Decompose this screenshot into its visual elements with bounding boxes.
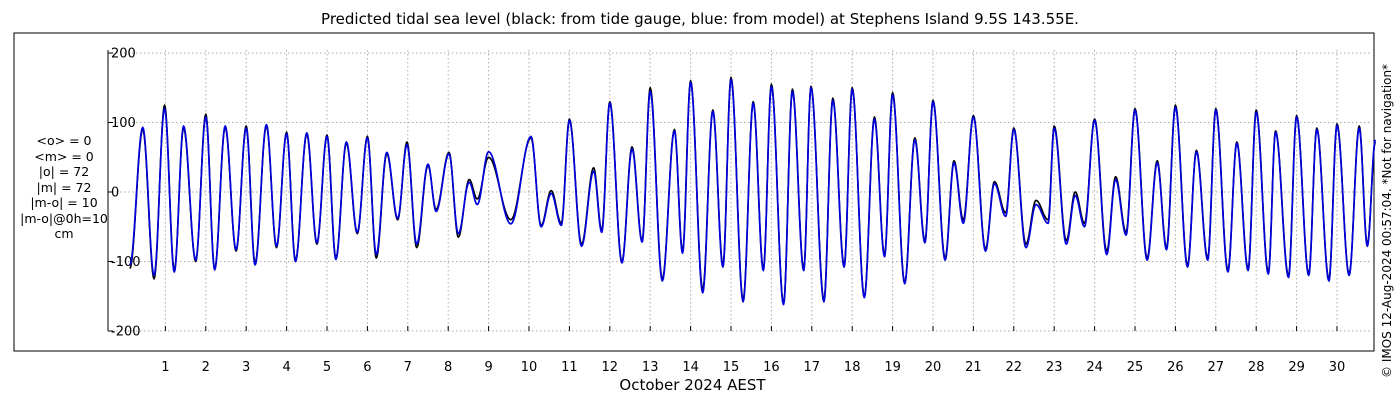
x-tick-label: 8 xyxy=(444,360,452,375)
x-tick-label: 1 xyxy=(161,360,169,375)
y-tick-label: 100 xyxy=(111,116,136,131)
x-tick-label: 10 xyxy=(521,360,538,375)
x-tick-label: 27 xyxy=(1208,360,1225,375)
stat-mean-model: <m> = 0 xyxy=(34,148,94,164)
stat-abs-diff: |m-o| = 10 xyxy=(30,195,98,210)
x-tick-label: 23 xyxy=(1046,360,1063,375)
x-tick-label: 15 xyxy=(723,360,740,375)
y-tick-label: -100 xyxy=(111,255,141,270)
x-tick-label: 7 xyxy=(404,360,412,375)
stat-abs-observed: |o| = 72 xyxy=(38,164,90,179)
x-axis-label: October 2024 AEST xyxy=(619,376,766,394)
x-tick-label: 19 xyxy=(884,360,901,375)
x-tick-label: 3 xyxy=(242,360,250,375)
stat-unit: cm xyxy=(54,226,74,241)
stat-abs-model: |m| = 72 xyxy=(36,179,92,195)
x-tick-label: 12 xyxy=(602,360,619,375)
x-tick-label: 29 xyxy=(1288,360,1305,375)
stats-panel: <o> = 0 <m> = 0 |o| = 72 |m| = 72 |m-o| … xyxy=(14,133,114,242)
x-tick-label: 21 xyxy=(965,360,982,375)
x-tick-label: 13 xyxy=(642,360,659,375)
x-tick-label: 18 xyxy=(844,360,861,375)
x-tick-label: 24 xyxy=(1086,360,1103,375)
x-tick-label: 11 xyxy=(561,360,578,375)
series-line-model xyxy=(129,78,1377,306)
x-tick-label: 2 xyxy=(202,360,210,375)
y-axis: 200 100 0 -100 -200 xyxy=(108,47,141,340)
grid-lines xyxy=(108,50,1370,332)
x-tick-label: 22 xyxy=(1006,360,1023,375)
x-tick-label: 6 xyxy=(363,360,371,375)
y-tick-label: 0 xyxy=(111,186,119,201)
x-tick-label: 5 xyxy=(323,360,331,375)
series-lines xyxy=(129,76,1377,306)
x-tick-label: 25 xyxy=(1127,360,1144,375)
y-tick-label: 200 xyxy=(111,47,136,62)
y-tick-label: -200 xyxy=(111,325,141,340)
x-tick-label: 16 xyxy=(763,360,780,375)
x-tick-label: 26 xyxy=(1167,360,1184,375)
x-tick-label: 14 xyxy=(682,360,699,375)
chart-title: Predicted tidal sea level (black: from t… xyxy=(321,10,1079,28)
plot-frame xyxy=(13,32,1375,352)
x-axis: 1 2 3 4 5 6 7 8 9 10 11 12 13 14 15 16 17 18 19 20 21 22 23 24 2… xyxy=(161,326,1345,375)
x-tick-label: 28 xyxy=(1248,360,1265,375)
stat-abs-diff-0h: |m-o|@0h=10 xyxy=(20,210,108,226)
x-tick-label: 20 xyxy=(925,360,942,375)
x-tick-label: 17 xyxy=(804,360,821,375)
copyright-footer: © IMOS 12-Aug-2024 00:57:04. *Not for na… xyxy=(1380,63,1394,378)
x-tick-label: 30 xyxy=(1329,360,1346,375)
stat-mean-observed: <o> = 0 xyxy=(36,133,92,148)
x-tick-label: 9 xyxy=(484,360,492,375)
x-tick-label: 4 xyxy=(282,360,290,375)
